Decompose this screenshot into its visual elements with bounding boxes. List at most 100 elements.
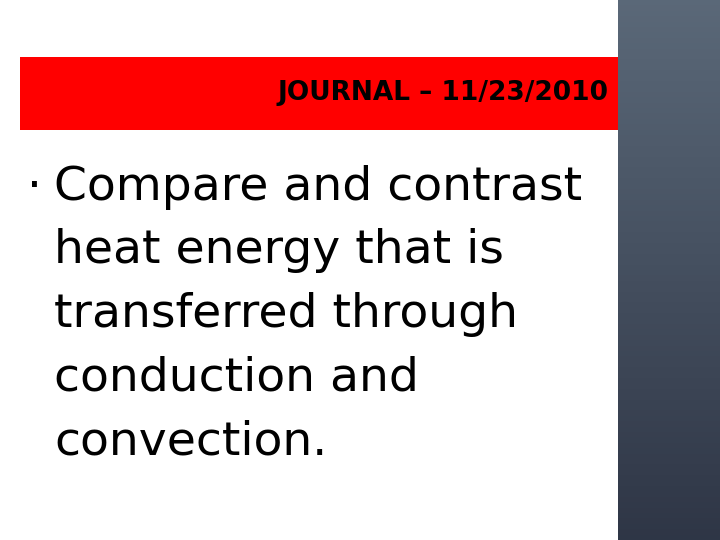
Bar (618, 470, 720, 475)
Text: conduction and: conduction and (54, 356, 419, 401)
Bar (618, 130, 720, 135)
Bar (618, 313, 720, 319)
Bar (618, 367, 720, 373)
Bar (618, 151, 720, 157)
Text: JOURNAL – 11/23/2010: JOURNAL – 11/23/2010 (277, 80, 608, 106)
Bar (618, 11, 720, 16)
Bar (618, 113, 720, 119)
Bar (618, 146, 720, 151)
Bar (618, 491, 720, 497)
Bar (618, 513, 720, 518)
Bar (618, 481, 720, 486)
Bar (618, 394, 720, 400)
Bar (618, 535, 720, 540)
Bar (618, 529, 720, 535)
Bar (618, 167, 720, 173)
Bar (618, 432, 720, 437)
Bar (618, 27, 720, 32)
Bar (618, 275, 720, 281)
Text: ·: · (27, 165, 42, 210)
Bar (618, 248, 720, 254)
Bar (618, 16, 720, 22)
Bar (618, 32, 720, 38)
Bar (618, 297, 720, 302)
Bar (618, 162, 720, 167)
Bar (618, 0, 720, 5)
Text: convection.: convection. (54, 420, 328, 464)
Bar (618, 65, 720, 70)
Bar (618, 340, 720, 346)
Bar (618, 400, 720, 405)
Bar (618, 227, 720, 232)
Bar (618, 216, 720, 221)
Bar (618, 243, 720, 248)
Bar (618, 448, 720, 454)
Bar (618, 335, 720, 340)
Bar (618, 281, 720, 286)
Bar (618, 22, 720, 27)
Bar (618, 97, 720, 103)
Bar (618, 205, 720, 211)
Bar (618, 329, 720, 335)
Bar (618, 265, 720, 270)
Text: transferred through: transferred through (54, 292, 518, 337)
Bar (618, 437, 720, 443)
Bar (618, 178, 720, 184)
Bar (618, 135, 720, 140)
Bar (618, 221, 720, 227)
Bar (618, 410, 720, 416)
Bar (618, 443, 720, 448)
Bar (618, 464, 720, 470)
Bar (618, 254, 720, 259)
Bar (618, 405, 720, 410)
Bar (618, 389, 720, 394)
Bar (618, 184, 720, 189)
Text: heat energy that is: heat energy that is (54, 228, 504, 273)
Bar (618, 421, 720, 427)
Bar (618, 459, 720, 464)
Bar (618, 302, 720, 308)
Bar (618, 103, 720, 108)
Bar (618, 108, 720, 113)
Bar (618, 319, 720, 324)
Bar (618, 189, 720, 194)
Bar (618, 211, 720, 216)
Bar (618, 43, 720, 49)
Bar (618, 497, 720, 502)
Bar (618, 49, 720, 54)
Bar (618, 140, 720, 146)
Bar (618, 486, 720, 491)
Bar (618, 356, 720, 362)
FancyBboxPatch shape (20, 57, 618, 130)
Bar (618, 200, 720, 205)
Bar (618, 38, 720, 43)
Bar (618, 475, 720, 481)
Bar (618, 92, 720, 97)
Bar (618, 518, 720, 524)
Bar (618, 383, 720, 389)
Bar (618, 351, 720, 356)
Bar (618, 292, 720, 297)
Bar (618, 119, 720, 124)
Bar (618, 54, 720, 59)
Bar (618, 524, 720, 529)
Bar (618, 76, 720, 81)
Bar (618, 86, 720, 92)
Bar (618, 194, 720, 200)
Bar (618, 5, 720, 11)
Bar (618, 124, 720, 130)
Bar (618, 270, 720, 275)
Bar (618, 502, 720, 508)
Bar (618, 373, 720, 378)
Bar (618, 416, 720, 421)
Text: Compare and contrast: Compare and contrast (54, 165, 582, 210)
Bar (618, 324, 720, 329)
Bar (618, 259, 720, 265)
Bar (618, 157, 720, 162)
Bar (618, 70, 720, 76)
Bar (618, 346, 720, 351)
Bar (618, 427, 720, 432)
Bar (618, 508, 720, 513)
Bar (618, 59, 720, 65)
Bar (618, 238, 720, 243)
